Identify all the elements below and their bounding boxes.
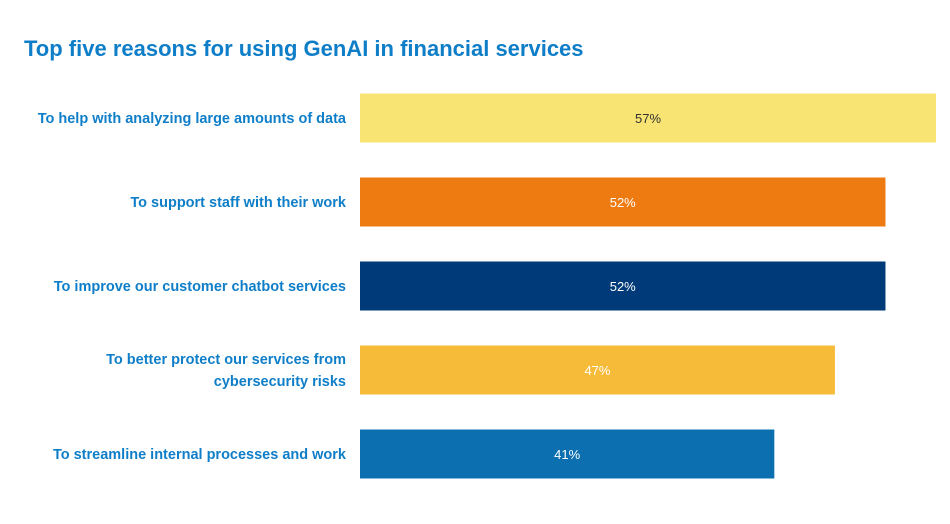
bar [360, 93, 936, 143]
bar [360, 177, 886, 227]
chart-title: Top five reasons for using GenAI in fina… [24, 36, 584, 61]
bar [360, 345, 835, 395]
bar-value-label: 41% [554, 447, 580, 462]
category-label: To streamline internal processes and wor… [53, 447, 347, 463]
category-label: To support staff with their work [130, 195, 347, 211]
bar [360, 261, 886, 311]
bar-value-label: 57% [635, 111, 661, 126]
bar-value-label: 47% [584, 363, 610, 378]
bar-value-label: 52% [610, 279, 636, 294]
category-label: To improve our customer chatbot services [54, 279, 346, 295]
bar-value-label: 52% [610, 195, 636, 210]
category-label: To better protect our services from cyber… [106, 352, 346, 390]
category-label: To help with analyzing large amounts of … [38, 111, 347, 127]
bar [360, 429, 775, 479]
